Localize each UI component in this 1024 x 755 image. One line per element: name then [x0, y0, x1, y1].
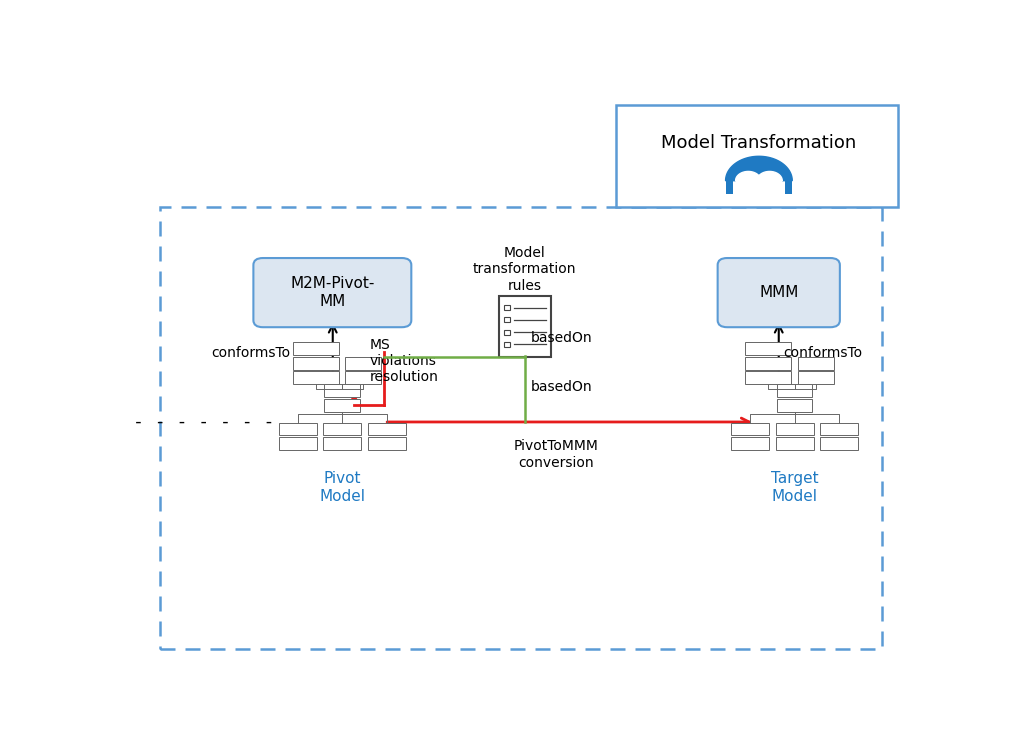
Bar	[293, 357, 339, 370]
Text: Pivot
Model: Pivot Model	[319, 471, 366, 504]
Bar	[279, 437, 316, 450]
Polygon shape	[735, 171, 761, 180]
Bar	[345, 357, 381, 370]
Text: basedOn: basedOn	[531, 331, 593, 345]
Text: Model
transformation
rules: Model transformation rules	[473, 246, 577, 293]
Bar	[775, 423, 814, 436]
Bar	[504, 318, 511, 322]
Bar	[726, 180, 733, 194]
Text: PivotToMMM
conversion: PivotToMMM conversion	[514, 439, 599, 470]
Bar	[731, 437, 769, 450]
Bar	[504, 305, 511, 310]
Text: basedOn: basedOn	[531, 380, 593, 394]
FancyBboxPatch shape	[253, 258, 412, 327]
FancyBboxPatch shape	[499, 295, 551, 356]
Bar	[293, 371, 339, 384]
Bar	[745, 342, 792, 355]
Text: M2M-Pivot-
MM: M2M-Pivot- MM	[290, 276, 375, 309]
Bar	[325, 384, 360, 397]
Text: conformsTo: conformsTo	[211, 347, 291, 360]
FancyBboxPatch shape	[718, 258, 840, 327]
Text: MMM: MMM	[759, 285, 799, 300]
Bar	[368, 437, 406, 450]
Polygon shape	[757, 171, 782, 180]
Bar	[798, 357, 834, 370]
Bar	[504, 342, 511, 347]
Bar	[731, 423, 769, 436]
Text: - - - - - - -: - - - - - - -	[133, 413, 274, 431]
Polygon shape	[726, 156, 793, 180]
Text: Model Transformation: Model Transformation	[662, 134, 856, 152]
Text: conformsTo: conformsTo	[782, 347, 862, 360]
Bar	[775, 437, 814, 450]
Bar	[777, 384, 812, 397]
Bar	[324, 423, 361, 436]
Bar	[785, 180, 793, 194]
Bar	[745, 357, 792, 370]
Bar	[820, 423, 858, 436]
Text: Target
Model: Target Model	[771, 471, 818, 504]
Bar	[324, 437, 361, 450]
Bar	[504, 330, 511, 334]
Bar	[798, 371, 834, 384]
Text: MS
violations
resolution: MS violations resolution	[370, 337, 439, 384]
Bar	[745, 371, 792, 384]
Bar	[279, 423, 316, 436]
Bar	[820, 437, 858, 450]
Bar	[293, 342, 339, 355]
Bar	[368, 423, 406, 436]
Bar	[325, 399, 360, 411]
Bar	[345, 371, 381, 384]
FancyBboxPatch shape	[616, 105, 898, 207]
Bar	[777, 399, 812, 411]
